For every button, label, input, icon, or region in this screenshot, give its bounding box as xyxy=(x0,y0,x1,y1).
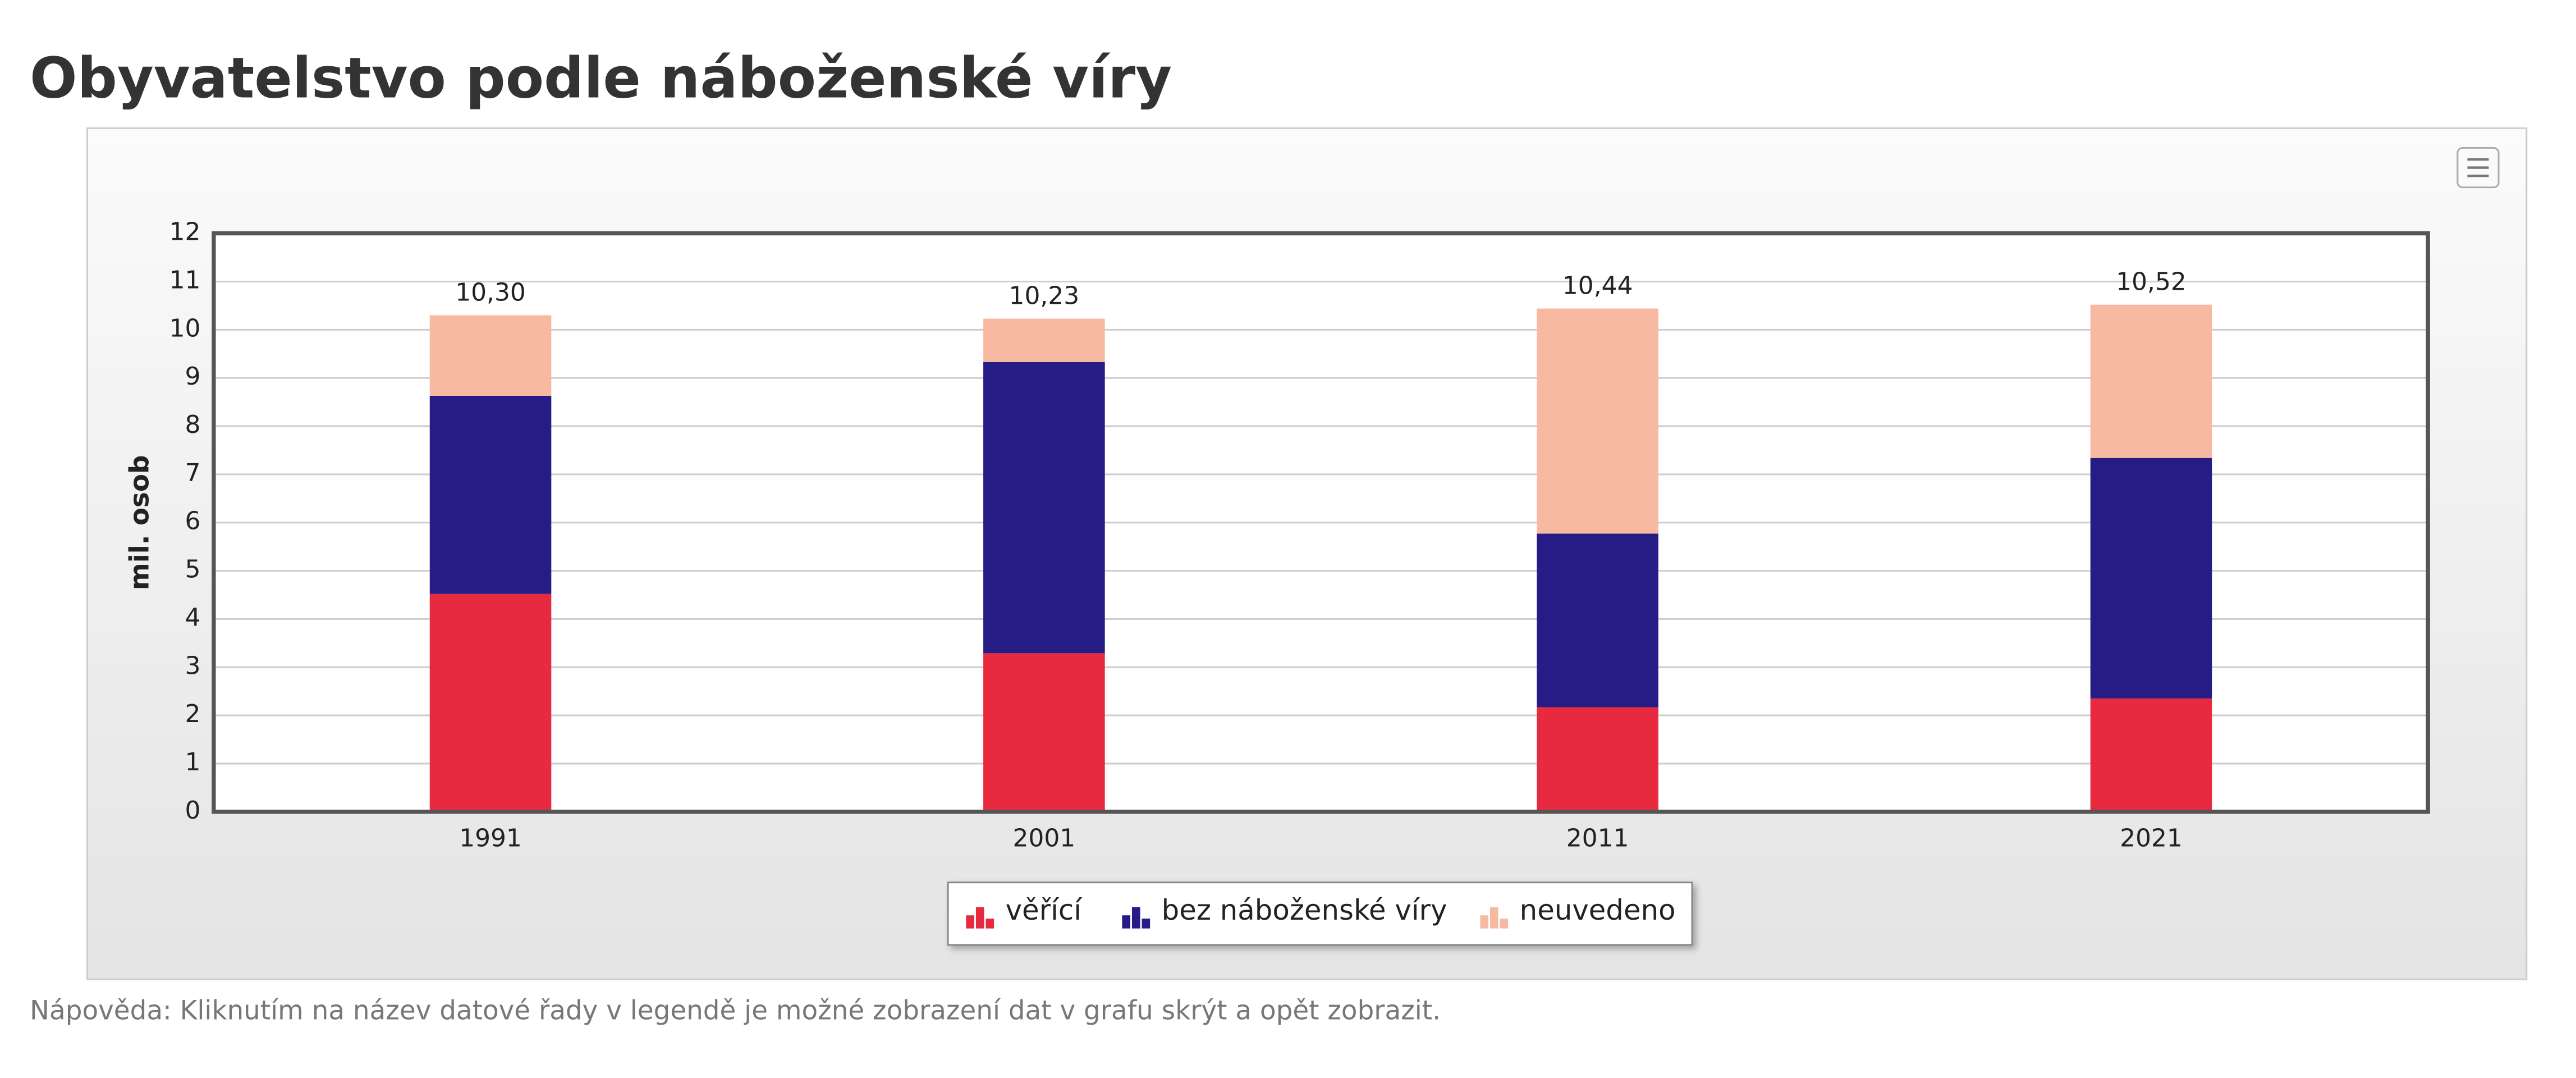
page-title: Obyvatelstvo podle náboženské víry xyxy=(30,47,1172,111)
bar-segment xyxy=(429,395,552,594)
legend-icon xyxy=(966,915,974,929)
legend-icon xyxy=(986,919,994,929)
bar-segment xyxy=(1537,707,1658,812)
legend-item[interactable]: bez náboženské víry xyxy=(1122,894,1447,929)
bar-segment xyxy=(983,318,1105,362)
legend-icon xyxy=(1142,919,1151,929)
y-tick-label: 2 xyxy=(185,700,201,728)
legend-label[interactable]: bez náboženské víry xyxy=(1162,894,1447,926)
legend-icon xyxy=(1122,915,1131,929)
bar-segment xyxy=(2090,698,2212,812)
bar-segment xyxy=(429,315,552,396)
legend-icon xyxy=(1490,907,1498,929)
y-tick-label: 0 xyxy=(185,796,201,825)
bar-segment xyxy=(429,593,552,812)
y-tick-label: 1 xyxy=(185,748,201,776)
total-label: 10,30 xyxy=(455,278,526,307)
x-tick-label: 2011 xyxy=(1566,824,1629,853)
x-tick-label: 1991 xyxy=(459,824,522,853)
legend-icon xyxy=(1500,919,1509,929)
y-tick-label: 10 xyxy=(169,314,201,342)
total-label: 10,44 xyxy=(1562,271,1633,300)
y-tick-label: 8 xyxy=(185,410,201,439)
bar-segment xyxy=(1537,308,1658,534)
y-tick-label: 5 xyxy=(185,555,201,584)
legend-item[interactable]: věřící xyxy=(966,894,1083,929)
bar-segment xyxy=(983,362,1105,654)
y-tick-label: 7 xyxy=(185,459,201,487)
legend xyxy=(947,881,1693,946)
y-tick-label: 6 xyxy=(185,507,201,536)
legend-icon xyxy=(1131,907,1140,929)
y-tick-label: 12 xyxy=(169,218,201,246)
total-label: 10,23 xyxy=(1009,282,1080,310)
y-tick-label: 11 xyxy=(169,266,201,294)
legend-item[interactable]: neuvedeno xyxy=(1480,894,1676,929)
bar-segment xyxy=(2090,458,2212,699)
x-tick-label: 2021 xyxy=(2120,824,2183,853)
y-axis-label: mil. osob xyxy=(125,455,155,590)
y-tick-label: 3 xyxy=(185,651,201,680)
y-tick-label: 9 xyxy=(185,362,201,391)
bar-segment xyxy=(983,653,1105,812)
legend-label[interactable]: neuvedeno xyxy=(1520,894,1676,926)
x-tick-label: 2001 xyxy=(1013,824,1076,853)
bar-segment xyxy=(2090,304,2212,458)
legend-icon xyxy=(975,907,984,929)
plot-border xyxy=(212,231,2430,814)
total-label: 10,52 xyxy=(2116,268,2187,296)
legend-icon xyxy=(1480,915,1489,929)
help-text: Nápověda: Kliknutím na název datové řady… xyxy=(30,995,1441,1026)
y-tick-label: 4 xyxy=(185,603,201,632)
legend-label[interactable]: věřící xyxy=(1006,894,1083,926)
menu-button[interactable] xyxy=(2456,147,2500,189)
bar-segment xyxy=(1537,533,1658,707)
